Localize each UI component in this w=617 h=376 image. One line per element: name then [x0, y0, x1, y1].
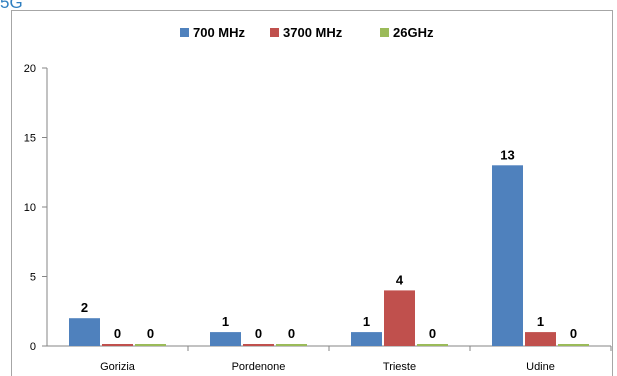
legend-swatch — [180, 28, 189, 37]
legend-label: 26GHz — [393, 25, 434, 40]
bar — [210, 332, 241, 346]
data-label: 1 — [363, 314, 370, 329]
y-tick-label: 5 — [30, 272, 36, 284]
bar — [102, 344, 133, 346]
x-tick-label: Gorizia — [100, 361, 136, 373]
legend-swatch — [380, 28, 389, 37]
bar — [276, 344, 307, 346]
chart-bars — [69, 165, 589, 346]
data-label: 2 — [81, 300, 88, 315]
legend-label: 3700 MHz — [283, 25, 343, 40]
header-fragment: 5G — [0, 0, 23, 12]
bar — [351, 332, 382, 346]
bar — [384, 290, 415, 346]
bar — [492, 165, 523, 346]
x-tick-label: Trieste — [383, 361, 416, 373]
chart-legend: 700 MHz 3700 MHz 26GHz — [180, 25, 434, 40]
legend-swatch — [270, 28, 279, 37]
bar — [558, 344, 589, 346]
y-tick-label: 15 — [24, 133, 36, 145]
bar — [417, 344, 448, 346]
data-label: 0 — [429, 326, 436, 341]
data-label: 4 — [396, 272, 404, 287]
data-label: 1 — [537, 314, 544, 329]
data-label: 1 — [222, 314, 229, 329]
data-label: 0 — [288, 326, 295, 341]
chart-frame — [11, 10, 613, 376]
data-label: 0 — [570, 326, 577, 341]
x-tick-label: Udine — [526, 361, 555, 373]
y-tick-label: 0 — [30, 341, 36, 353]
chart-data-labels: 2 0 0 1 0 0 1 4 0 13 1 0 — [81, 147, 577, 341]
x-tick-label: Pordenone — [232, 361, 286, 373]
bar — [69, 318, 100, 346]
bar — [525, 332, 556, 346]
y-tick-label: 10 — [24, 202, 36, 214]
bar — [243, 344, 274, 346]
data-label: 0 — [114, 326, 121, 341]
y-tick-label: 20 — [24, 63, 36, 75]
data-label: 0 — [255, 326, 262, 341]
data-label: 0 — [147, 326, 154, 341]
data-label: 13 — [500, 147, 514, 162]
bar — [135, 344, 166, 346]
legend-label: 700 MHz — [193, 25, 246, 40]
